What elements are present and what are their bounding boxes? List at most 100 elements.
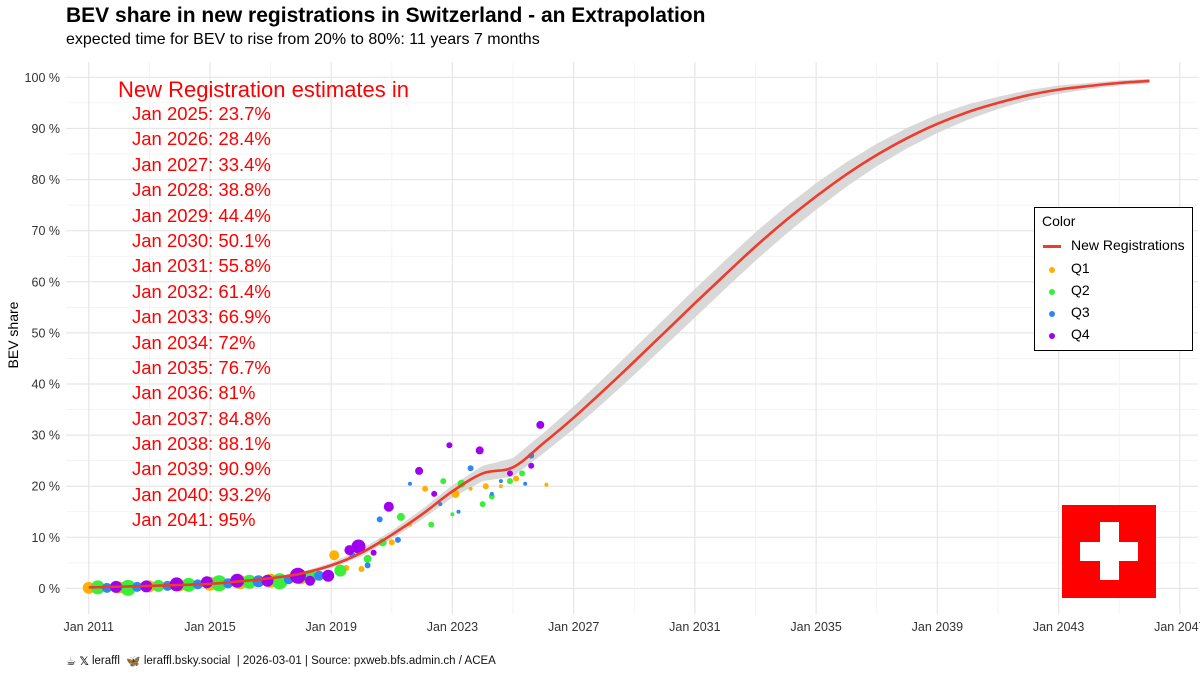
y-tick-label: 100 % — [25, 71, 60, 85]
estimate-item: Jan 2032: 61.4% — [132, 280, 271, 302]
x-tick-label: Jan 2015 — [184, 620, 235, 634]
data-point-q4 — [383, 501, 394, 512]
data-point-q2 — [334, 564, 347, 577]
estimate-item: Jan 2038: 88.1% — [132, 433, 271, 455]
y-tick-label: 40 % — [32, 378, 61, 392]
legend-item-q2: Q2 — [1035, 281, 1192, 301]
data-point-q4 — [528, 462, 535, 469]
legend-item-q1: Q1 — [1035, 259, 1192, 279]
data-point-q1 — [388, 539, 395, 546]
estimate-item: Jan 2034: 72% — [132, 331, 256, 353]
data-point-q4 — [475, 446, 484, 455]
data-point-q2 — [363, 554, 372, 563]
data-point-q2 — [450, 512, 455, 517]
estimate-item: Jan 2033: 66.9% — [132, 306, 271, 328]
data-point-q1 — [513, 475, 520, 482]
y-tick-label: 20 % — [32, 480, 61, 494]
estimate-item: Jan 2035: 76.7% — [132, 356, 271, 378]
legend-item-new-registrations: New Registrations — [1035, 236, 1192, 256]
trend-line — [88, 79, 1150, 589]
y-tick-label: 60 % — [32, 275, 61, 289]
caption-handle-bsky: leraffl.bsky.social — [143, 655, 231, 667]
estimate-item: Jan 2036: 81% — [132, 382, 256, 404]
data-point-q4 — [305, 575, 315, 586]
data-point-q1 — [422, 485, 429, 492]
y-tick-label: 90 % — [32, 122, 61, 136]
legend-dot-swatch — [1049, 289, 1055, 295]
data-point-q4 — [431, 490, 438, 497]
data-point-q4 — [446, 442, 453, 449]
data-point-q3 — [376, 516, 383, 523]
estimates-list: Jan 2025: 23.7% Jan 2026: 28.4% Jan 2027… — [132, 101, 271, 533]
data-point-q3 — [489, 491, 494, 496]
data-point-q4 — [351, 539, 366, 554]
estimate-item: Jan 2040: 93.2% — [132, 483, 271, 505]
y-tick-label: 30 % — [32, 429, 61, 443]
estimate-item: Jan 2027: 33.4% — [132, 153, 271, 175]
data-point-q4 — [536, 420, 545, 429]
coffee-icon: ☕ — [66, 656, 77, 668]
data-point-q2 — [507, 478, 513, 485]
x-tick-label: Jan 2027 — [548, 620, 599, 634]
estimate-item: Jan 2030: 50.1% — [132, 229, 271, 251]
x-logo-icon: 𝕏 — [79, 656, 89, 668]
data-point-q3 — [314, 570, 325, 581]
y-tick-label: 0 % — [38, 582, 60, 596]
data-point-q4 — [261, 574, 274, 587]
estimate-item: Jan 2039: 90.9% — [132, 458, 271, 480]
y-tick-label: 70 % — [32, 224, 61, 238]
x-tick-label: Jan 2039 — [912, 620, 963, 634]
data-point-q3 — [467, 465, 474, 472]
data-point-q1 — [498, 484, 503, 489]
x-tick-label: Jan 2047 — [1154, 620, 1200, 634]
data-point-q1 — [358, 566, 365, 572]
x-axis-ticks: Jan 2011 Jan 2015 Jan 2019 Jan 2023 Jan 2027… — [63, 620, 1200, 634]
legend-label: Q2 — [1071, 282, 1090, 298]
legend-label: Q4 — [1071, 326, 1090, 342]
data-point-q3 — [438, 502, 443, 507]
y-axis-ticks: 0 % 10 % 20 % 30 % 40 % 50 % 60 % 70 % 80 % 90 % 1… — [25, 71, 60, 596]
data-point-q2 — [396, 512, 405, 521]
x-tick-label: Jan 2019 — [305, 620, 356, 634]
data-point-q3 — [456, 509, 461, 514]
data-point-q3 — [408, 481, 412, 486]
data-point-q1 — [468, 486, 473, 491]
legend: Color New Registrations Q1 Q2 Q3 Q4 — [1034, 207, 1193, 351]
data-point-q1 — [482, 483, 489, 490]
legend-line-swatch — [1043, 245, 1061, 248]
data-point-q3 — [364, 562, 371, 569]
data-point-q4 — [322, 569, 335, 582]
legend-dot-swatch — [1049, 267, 1055, 273]
trend-line-path — [88, 79, 1150, 589]
legend-title: Color — [1042, 213, 1076, 229]
y-tick-label: 10 % — [32, 531, 61, 545]
y-tick-label: 50 % — [32, 326, 61, 340]
data-point-q2 — [440, 478, 447, 485]
chart-title: BEV share in new registrations in Switze… — [66, 4, 706, 27]
caption-handle-x: leraffl — [91, 655, 120, 667]
x-tick-label: Jan 2023 — [427, 620, 478, 634]
caption: ☕ 𝕏 leraffl 🦋 leraffl.bsky.social | 2026… — [66, 654, 496, 668]
legend-label: Q3 — [1071, 304, 1090, 320]
data-point-q4 — [344, 545, 355, 556]
estimates-heading: New Registration estimates in — [118, 77, 410, 102]
legend-label: Q1 — [1071, 260, 1090, 276]
estimate-item: Jan 2025: 23.7% — [132, 103, 271, 124]
data-point-q2 — [519, 470, 526, 477]
caption-info: | 2026-03-01 | Source: pxweb.bfs.admin.c… — [236, 655, 496, 667]
data-point-q2 — [479, 501, 486, 508]
estimate-item: Jan 2041: 95% — [132, 509, 256, 531]
chart-subtitle: expected time for BEV to rise from 20% t… — [66, 31, 540, 48]
legend-item-q3: Q3 — [1035, 303, 1192, 323]
data-point-q4 — [370, 549, 377, 556]
x-tick-label: Jan 2031 — [669, 620, 720, 634]
x-tick-label: Jan 2035 — [790, 620, 841, 634]
estimate-item: Jan 2037: 84.8% — [132, 407, 271, 429]
data-point-q1 — [329, 550, 340, 561]
legend-dot-swatch — [1049, 311, 1055, 317]
estimate-item: Jan 2026: 28.4% — [132, 128, 271, 150]
data-point-q1 — [544, 482, 549, 487]
data-point-q2 — [120, 579, 137, 596]
swiss-flag — [1062, 505, 1156, 598]
